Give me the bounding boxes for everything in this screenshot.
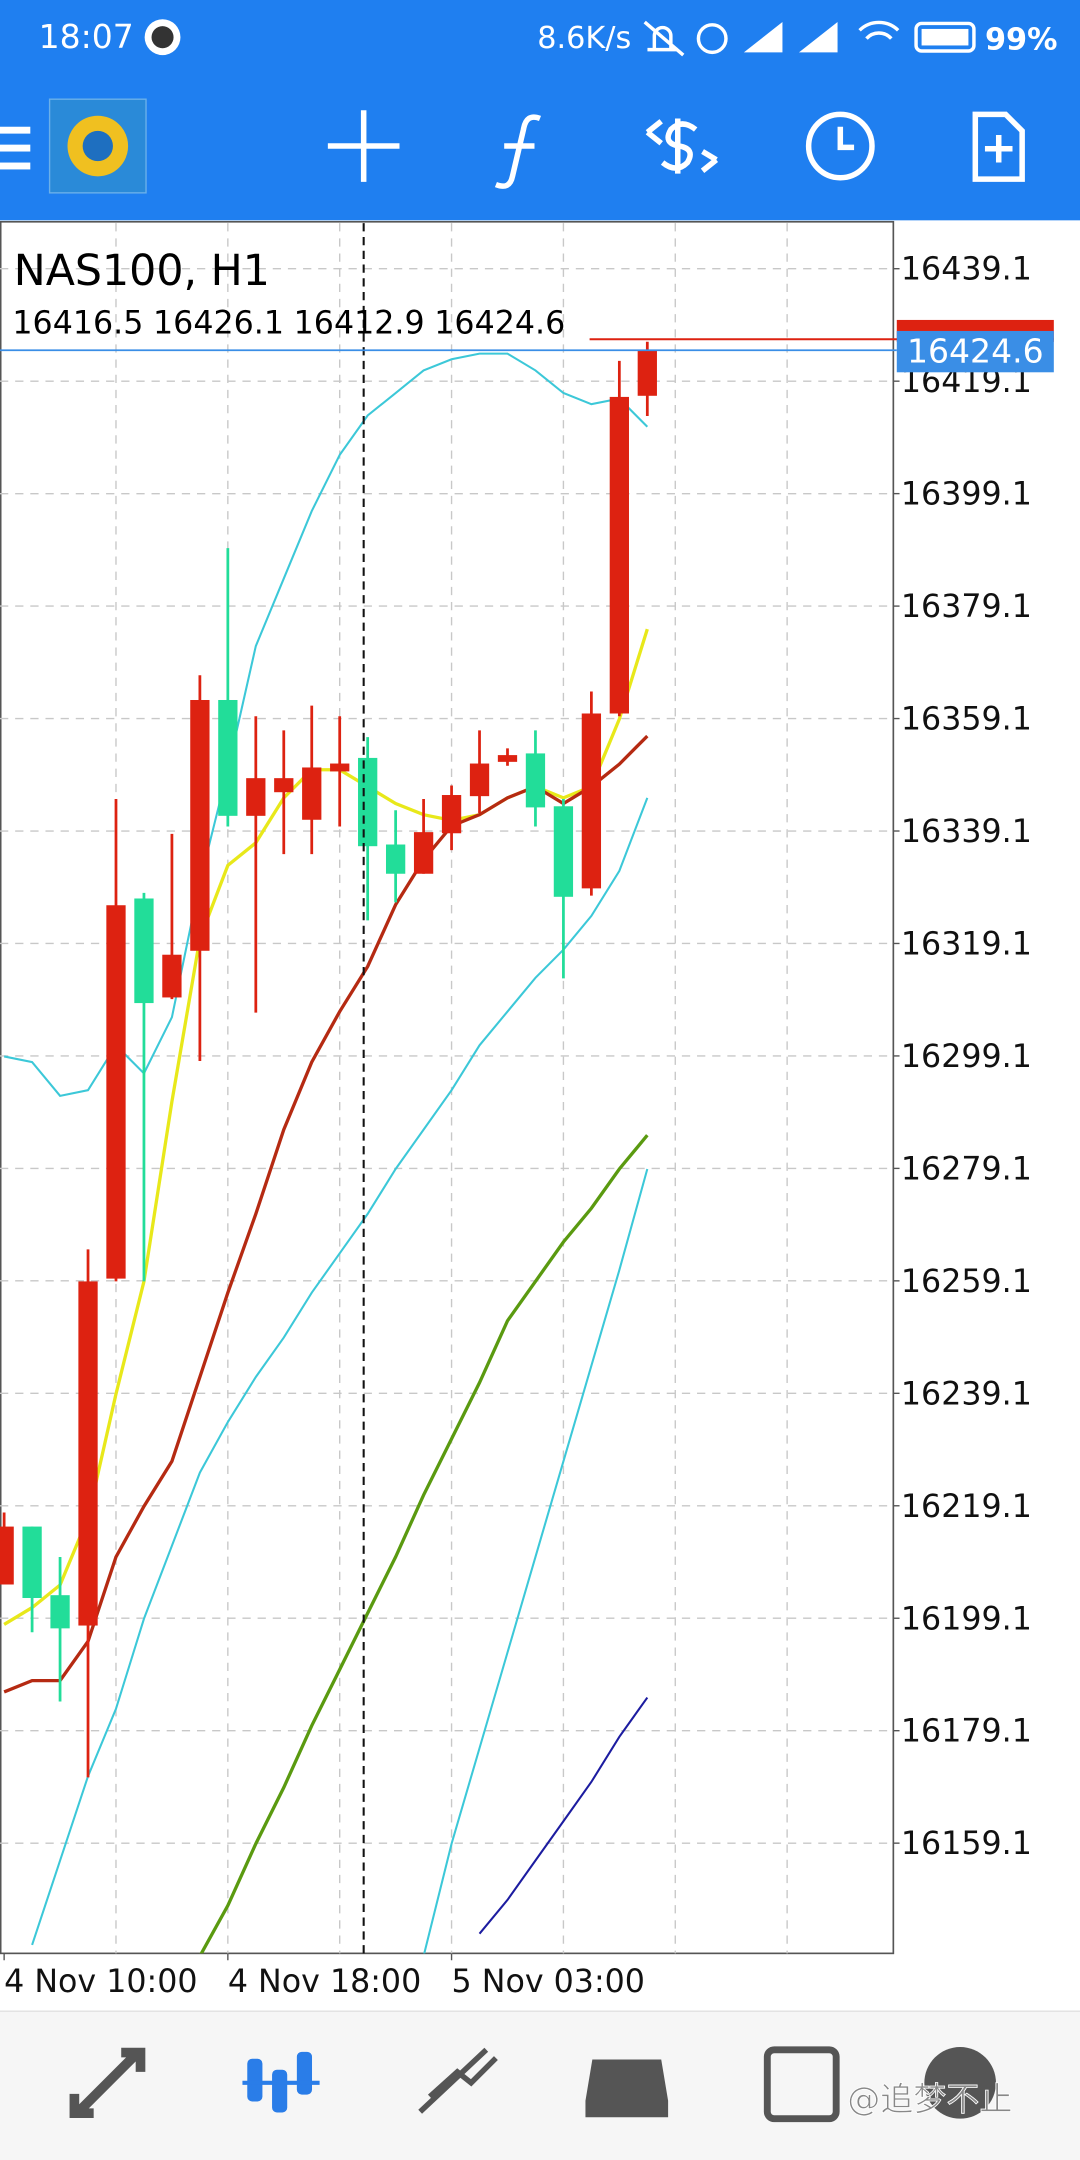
x-tick-label: 4 Nov 10:00 (4, 1964, 197, 2000)
candle-body (358, 757, 378, 847)
y-tick-label: 16379.1 (901, 589, 1032, 625)
y-tick-label: 16279.1 (901, 1151, 1032, 1187)
crosshair-button[interactable] (327, 110, 400, 182)
status-time: 18:07 (39, 17, 134, 56)
trade-button[interactable] (645, 118, 719, 174)
candle-body (274, 778, 294, 793)
battery-level (921, 28, 969, 46)
network-speed: 8.6K/s (537, 21, 631, 56)
menu-button[interactable] (0, 126, 31, 170)
candle-body (190, 699, 210, 951)
nav-history[interactable] (585, 2059, 669, 2118)
watermark: @追梦不止 (847, 2079, 1012, 2118)
chart-title: NAS100, H1 (14, 246, 270, 296)
open-value: 16416.5 (12, 305, 143, 341)
plot-border (0, 220, 895, 1955)
ohlc-line: 16416.5 16426.1 16412.9 16424.6 (12, 305, 565, 341)
indicator-line (423, 1168, 649, 1954)
y-tick-label: 16219.1 (901, 1489, 1032, 1525)
candle-body (637, 350, 657, 396)
candle-body (553, 806, 574, 897)
toolbar (327, 110, 1025, 189)
y-tick-label: 16159.1 (901, 1826, 1032, 1862)
x-tick-label: 5 Nov 03:00 (452, 1964, 645, 2000)
candle-body (469, 763, 490, 797)
y-tick-label: 16439.1 (901, 252, 1032, 288)
y-tick-label: 16399.1 (901, 477, 1032, 513)
new-order-button[interactable] (972, 111, 1025, 182)
y-tick-label: 16359.1 (901, 702, 1032, 738)
candle-body (497, 755, 518, 762)
candle-body (441, 795, 462, 834)
y-tick-label: 16299.1 (901, 1039, 1032, 1075)
close-value: 16424.6 (434, 305, 565, 341)
nav-chat[interactable] (924, 2047, 996, 2119)
candle-body (385, 844, 406, 874)
candle-body (106, 905, 126, 1279)
nav-news[interactable] (763, 2046, 840, 2123)
bid-label-bg (896, 330, 1054, 373)
candle-body (0, 1526, 14, 1585)
y-tick-label: 16259.1 (901, 1264, 1032, 1300)
y-tick-label: 16179.1 (901, 1714, 1032, 1750)
candle-body (609, 396, 629, 714)
candle-body (581, 713, 602, 889)
indicator-line (478, 1696, 649, 1935)
period-button[interactable] (805, 111, 875, 181)
app-logo[interactable] (48, 98, 147, 194)
low-value: 16412.9 (294, 305, 425, 341)
candle-body (50, 1595, 70, 1629)
candle-body (78, 1281, 98, 1626)
battery-text: 99% (985, 23, 1058, 58)
y-tick-label: 16319.1 (901, 926, 1032, 962)
nav-trade[interactable] (418, 2047, 498, 2114)
chart-area (0, 220, 1080, 2012)
candle-body (22, 1526, 42, 1598)
status-icons (643, 20, 976, 57)
candle-body (413, 832, 434, 874)
candle-body (302, 767, 322, 820)
candles (0, 341, 657, 1778)
indicator-line (199, 1134, 649, 1954)
status-icon (151, 26, 174, 49)
bid-label: 16424.6 (907, 332, 1044, 371)
indicator-line (31, 797, 649, 1946)
candle-body (525, 753, 546, 808)
grid (0, 223, 893, 1954)
indicators-button[interactable] (494, 114, 542, 189)
candle-body (330, 763, 350, 772)
high-value: 16426.1 (153, 305, 284, 341)
x-axis: 4 Nov 10:00 4 Nov 18:00 5 Nov 03:00 (3, 1953, 645, 2000)
nav-icons (69, 2046, 996, 2123)
y-tick-label: 16239.1 (901, 1376, 1032, 1412)
x-tick-label: 4 Nov 18:00 (228, 1964, 421, 2000)
y-tick-label: 16339.1 (901, 814, 1032, 850)
bottom-nav (0, 2011, 1080, 2160)
y-axis: 16439.116419.116399.116379.116359.116339… (892, 252, 1032, 1862)
candle-body (246, 778, 266, 816)
candle-body (162, 954, 182, 998)
candle-body (218, 699, 238, 816)
candle-body (134, 898, 154, 1004)
y-tick-label: 16199.1 (901, 1601, 1032, 1637)
nav-chart[interactable] (242, 2051, 320, 2113)
nav-quotes[interactable] (69, 2047, 146, 2118)
